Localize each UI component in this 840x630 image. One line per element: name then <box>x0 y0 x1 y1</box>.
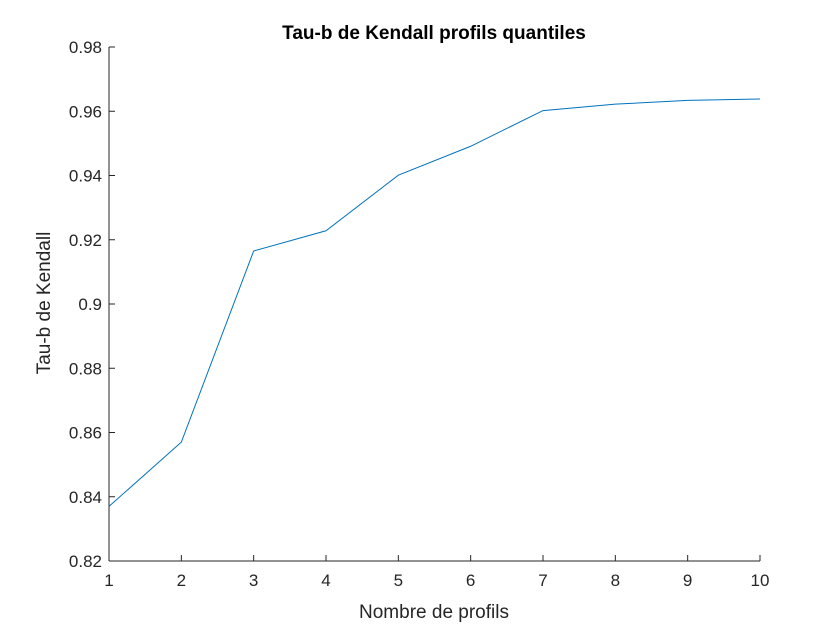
x-axis-title: Nombre de profils <box>359 602 509 623</box>
y-tick-label: 0.98 <box>69 38 102 57</box>
x-tick-label: 10 <box>751 571 770 590</box>
y-tick-label: 0.96 <box>69 102 102 121</box>
y-tick-label: 0.88 <box>69 359 102 378</box>
y-axis-ticks: 0.82 0.84 0.86 0.88 0.9 0.92 0.94 0.96 0.98 <box>69 38 115 571</box>
x-tick-label: 6 <box>466 571 475 590</box>
chart-title: Tau-b de Kendall profils quantiles <box>282 23 586 44</box>
x-tick-label: 1 <box>104 571 113 590</box>
y-tick-label: 0.92 <box>69 231 102 250</box>
y-tick-label: 0.84 <box>69 488 102 507</box>
x-tick-label: 3 <box>249 571 258 590</box>
x-axis-ticks: 1 2 3 4 5 6 7 8 9 10 <box>104 555 769 590</box>
y-axis-title: Tau-b de Kendall <box>34 232 55 375</box>
y-tick-label: 0.9 <box>78 295 102 314</box>
y-tick-label: 0.94 <box>69 167 102 186</box>
series-line <box>108 98 761 507</box>
y-tick-label: 0.82 <box>69 552 102 571</box>
x-tick-label: 7 <box>538 571 547 590</box>
x-tick-label: 2 <box>177 571 186 590</box>
x-tick-label: 8 <box>611 571 620 590</box>
plot-area <box>108 98 761 507</box>
x-tick-label: 4 <box>321 571 330 590</box>
x-tick-label: 5 <box>394 571 403 590</box>
y-tick-label: 0.86 <box>69 424 102 443</box>
x-tick-label: 9 <box>683 571 692 590</box>
